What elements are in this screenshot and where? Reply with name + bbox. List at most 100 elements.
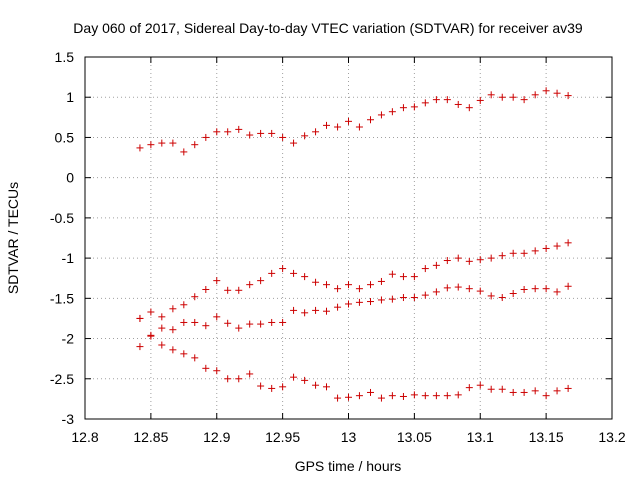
x-tick-label: 13.05 <box>397 429 432 445</box>
data-point <box>213 277 221 285</box>
data-point <box>443 257 451 265</box>
data-point <box>542 244 550 252</box>
x-tick-label: 12.85 <box>133 429 168 445</box>
data-point <box>136 144 144 152</box>
data-point <box>531 387 539 395</box>
data-point <box>542 392 550 400</box>
x-axis-label: GPS time / hours <box>295 458 402 474</box>
y-tick-label: -2 <box>62 331 75 347</box>
data-point <box>290 269 298 277</box>
data-point <box>476 256 484 264</box>
x-tick-label: 13.15 <box>529 429 564 445</box>
data-point <box>290 306 298 314</box>
y-tick-label: 1 <box>66 89 74 105</box>
data-point <box>498 294 506 302</box>
data-point <box>322 383 330 391</box>
data-point <box>202 322 210 330</box>
plot-frame <box>84 56 613 420</box>
data-point <box>443 284 451 292</box>
data-point <box>487 292 495 300</box>
data-point <box>388 108 396 116</box>
x-tick-label: 12.9 <box>203 429 230 445</box>
data-point <box>268 129 276 137</box>
data-point <box>334 394 342 402</box>
data-point <box>213 128 221 136</box>
data-point <box>235 286 243 294</box>
data-point <box>224 375 232 383</box>
data-point <box>334 123 342 131</box>
data-point <box>180 318 188 326</box>
data-point <box>224 286 232 294</box>
data-point <box>465 257 473 265</box>
data-point <box>136 343 144 351</box>
data-point <box>334 303 342 311</box>
data-point <box>388 295 396 303</box>
data-point <box>355 392 363 400</box>
data-point <box>180 148 188 156</box>
data-point <box>322 121 330 129</box>
data-point <box>169 139 177 147</box>
data-point <box>235 125 243 133</box>
data-point <box>564 239 572 247</box>
data-point <box>421 291 429 299</box>
data-point <box>191 293 199 301</box>
data-point <box>301 273 309 281</box>
data-point <box>191 141 199 149</box>
data-point <box>147 141 155 149</box>
data-point <box>487 385 495 393</box>
chart-title: Day 060 of 2017, Sidereal Day-to-day VTE… <box>73 20 583 36</box>
data-point <box>246 131 254 139</box>
data-point <box>213 367 221 375</box>
data-point <box>476 381 484 389</box>
y-axis: 1.5 1 0.5 0 -0.5 -1 -1.5 -2 -2.5 -3 <box>50 49 612 427</box>
x-tick-label: 13 <box>341 429 357 445</box>
data-point <box>399 294 407 302</box>
data-point <box>290 139 298 147</box>
data-point <box>487 254 495 262</box>
data-point <box>443 392 451 400</box>
data-point <box>542 285 550 293</box>
data-point <box>345 117 352 125</box>
data-point <box>202 133 210 141</box>
data-point <box>498 93 506 101</box>
data-point <box>564 92 572 100</box>
data-point <box>268 269 276 277</box>
data-point <box>268 318 276 326</box>
data-point <box>312 306 320 314</box>
data-point <box>202 285 210 293</box>
data-point <box>520 388 528 396</box>
data-point <box>553 387 561 395</box>
data-point <box>213 313 221 321</box>
data-point <box>454 283 462 291</box>
data-point <box>421 265 429 273</box>
data-point <box>443 96 451 104</box>
data-point <box>487 91 495 99</box>
data-point <box>158 139 166 147</box>
data-point <box>388 392 396 400</box>
data-point <box>432 261 440 269</box>
data-point <box>367 116 375 124</box>
x-axis: 12.8 12.85 12.9 12.95 13 13.05 13.1 13.15 13.2 <box>71 57 626 445</box>
data-point <box>465 285 473 293</box>
data-point <box>279 133 287 141</box>
data-point <box>399 273 407 281</box>
data-point <box>169 305 177 313</box>
data-point <box>564 384 572 392</box>
data-point <box>191 354 199 362</box>
data-point <box>312 278 320 286</box>
data-point <box>399 104 407 112</box>
data-point <box>432 288 440 296</box>
data-point <box>345 281 352 289</box>
data-point <box>235 375 243 383</box>
x-tick-label: 12.8 <box>71 429 98 445</box>
data-point <box>147 308 155 316</box>
data-point <box>367 281 375 289</box>
data-point <box>454 100 462 108</box>
data-point <box>312 381 320 389</box>
data-point <box>257 129 265 137</box>
data-point <box>531 247 539 255</box>
data-point <box>520 96 528 104</box>
data-point <box>367 298 375 306</box>
data-point <box>454 254 462 262</box>
